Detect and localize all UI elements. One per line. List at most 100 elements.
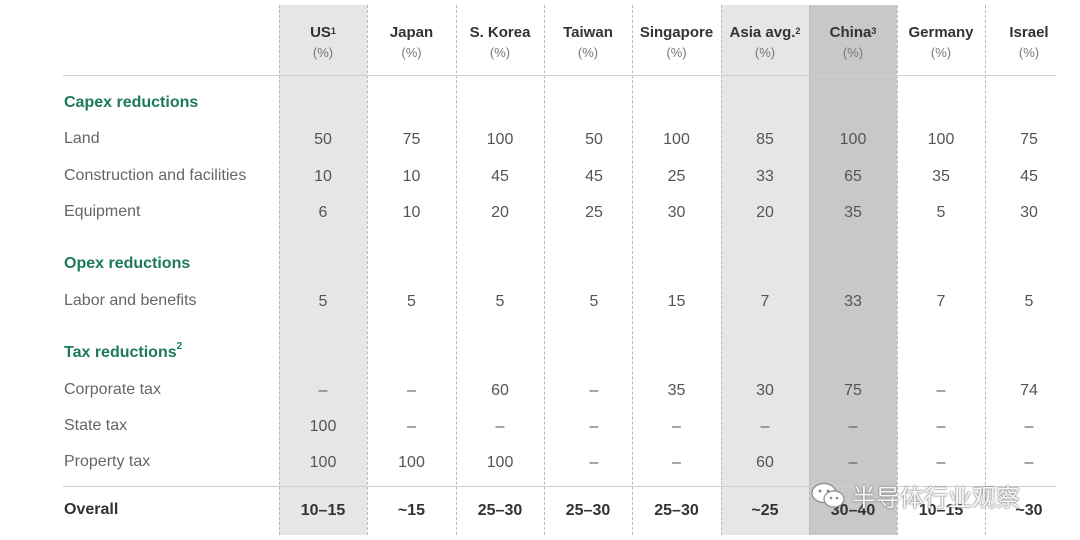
table-cell: 75 — [844, 382, 862, 399]
table-cell: – — [672, 418, 681, 435]
table-cell: 35 — [932, 168, 950, 185]
column-name: Taiwan — [563, 24, 613, 41]
table-cell: 45 — [491, 168, 509, 185]
table-cell: – — [848, 454, 858, 471]
table-cell: – — [495, 418, 505, 435]
column-name: US — [310, 24, 331, 41]
table-cell: 100 — [839, 131, 867, 148]
table-cell: 60 — [756, 454, 774, 471]
overall-cell: 25–30 — [654, 502, 699, 519]
column-unit: (%) — [401, 45, 422, 60]
row-label-construction: Construction and facilities — [64, 167, 247, 184]
table-cell: 50 — [585, 131, 603, 148]
column-separator — [985, 5, 986, 535]
table-cell: 30 — [667, 204, 686, 221]
wechat-icon — [810, 481, 846, 509]
table-cell: 6 — [318, 204, 328, 221]
overall-cell: 10–15 — [300, 502, 346, 519]
column-header-taiwan: Taiwan (%) — [544, 24, 632, 61]
column-name: Germany — [908, 24, 974, 41]
column-header-germany: Germany (%) — [897, 24, 985, 61]
column-separator — [897, 5, 898, 535]
overall-cell: 25–30 — [565, 502, 611, 519]
column-separator — [456, 5, 457, 535]
row-label-property-tax: Property tax — [64, 453, 151, 470]
column-unit: (%) — [666, 45, 687, 60]
table-cell: 20 — [756, 204, 774, 221]
china-column-highlight — [809, 5, 897, 535]
column-unit: (%) — [312, 45, 334, 60]
column-unit: (%) — [842, 45, 864, 60]
table-cell: – — [589, 418, 599, 435]
footnote-marker: 3 — [871, 26, 877, 36]
table-cell: 100 — [309, 454, 337, 471]
overall-divider — [63, 486, 1056, 487]
us-column-highlight — [279, 5, 367, 535]
table-cell: 85 — [756, 131, 774, 148]
column-header-china: China3 (%) — [809, 24, 897, 61]
table-cell: 7 — [760, 293, 770, 310]
table-cell: 75 — [402, 131, 421, 148]
table-cell: 5 — [589, 293, 599, 310]
watermark-text: 半导体行业观察 — [852, 483, 1020, 512]
table-cell: 50 — [314, 131, 332, 148]
table-cell: 5 — [936, 204, 946, 221]
row-label-overall: Overall — [64, 501, 119, 518]
table-cell: 5 — [1024, 293, 1034, 310]
overall-cell: 25–30 — [477, 502, 523, 519]
footnote-marker: 2 — [176, 341, 183, 352]
table-cell: – — [407, 382, 416, 399]
table-cell: – — [936, 382, 946, 399]
table-cell: 100 — [309, 418, 337, 435]
column-name: Singapore — [639, 24, 714, 41]
watermark: 半导体行业观察 — [810, 478, 1020, 512]
table-cell: – — [1024, 454, 1034, 471]
table-cell: 45 — [585, 168, 603, 185]
column-unit: (%) — [577, 45, 599, 60]
table-cell: – — [589, 382, 599, 399]
column-unit: (%) — [754, 45, 776, 60]
column-header-singapore: Singapore (%) — [632, 24, 721, 61]
section-heading-capex: Capex reductions — [64, 94, 199, 111]
table-cell: 74 — [1020, 382, 1038, 399]
section-heading-opex: Opex reductions — [64, 255, 191, 272]
table-cell: 100 — [486, 131, 514, 148]
row-label-state-tax: State tax — [64, 417, 128, 434]
table-cell: – — [936, 454, 946, 471]
column-name: Israel — [1009, 24, 1049, 41]
column-header-japan: Japan (%) — [367, 24, 456, 61]
footnote-marker: 2 — [795, 26, 801, 36]
table-cell: 5 — [495, 293, 505, 310]
table-cell: – — [936, 418, 946, 435]
overall-cell: ~25 — [751, 502, 779, 519]
table-cell: – — [672, 454, 681, 471]
column-unit: (%) — [930, 45, 952, 60]
column-name: China — [829, 24, 872, 41]
overall-cell: ~15 — [397, 502, 426, 519]
table-cell: 100 — [486, 454, 514, 471]
overall-cell: 10–15 — [918, 502, 964, 519]
table-cell: – — [760, 418, 770, 435]
overall-cell: 30–40 — [830, 502, 876, 519]
column-separator — [279, 5, 280, 535]
table-cell: 60 — [491, 382, 509, 399]
table-cell: 33 — [844, 293, 862, 310]
table-cell: 45 — [1020, 168, 1038, 185]
table-cell: – — [1024, 418, 1034, 435]
row-label-corporate-tax: Corporate tax — [64, 381, 161, 398]
table-cell: – — [589, 454, 599, 471]
column-separator — [809, 5, 810, 535]
table-cell: 35 — [844, 204, 862, 221]
table-cell: 75 — [1020, 131, 1038, 148]
table-cell: 30 — [1020, 204, 1038, 221]
column-separator — [367, 5, 368, 535]
table-cell: 10 — [402, 168, 421, 185]
asia-avg-column-highlight — [721, 5, 809, 535]
table-cell: 25 — [585, 204, 603, 221]
table-cell: 30 — [756, 382, 774, 399]
table-cell: 10 — [314, 168, 332, 185]
column-separator — [721, 5, 722, 535]
footnote-marker: 1 — [330, 26, 336, 36]
table-cell: 5 — [407, 293, 416, 310]
